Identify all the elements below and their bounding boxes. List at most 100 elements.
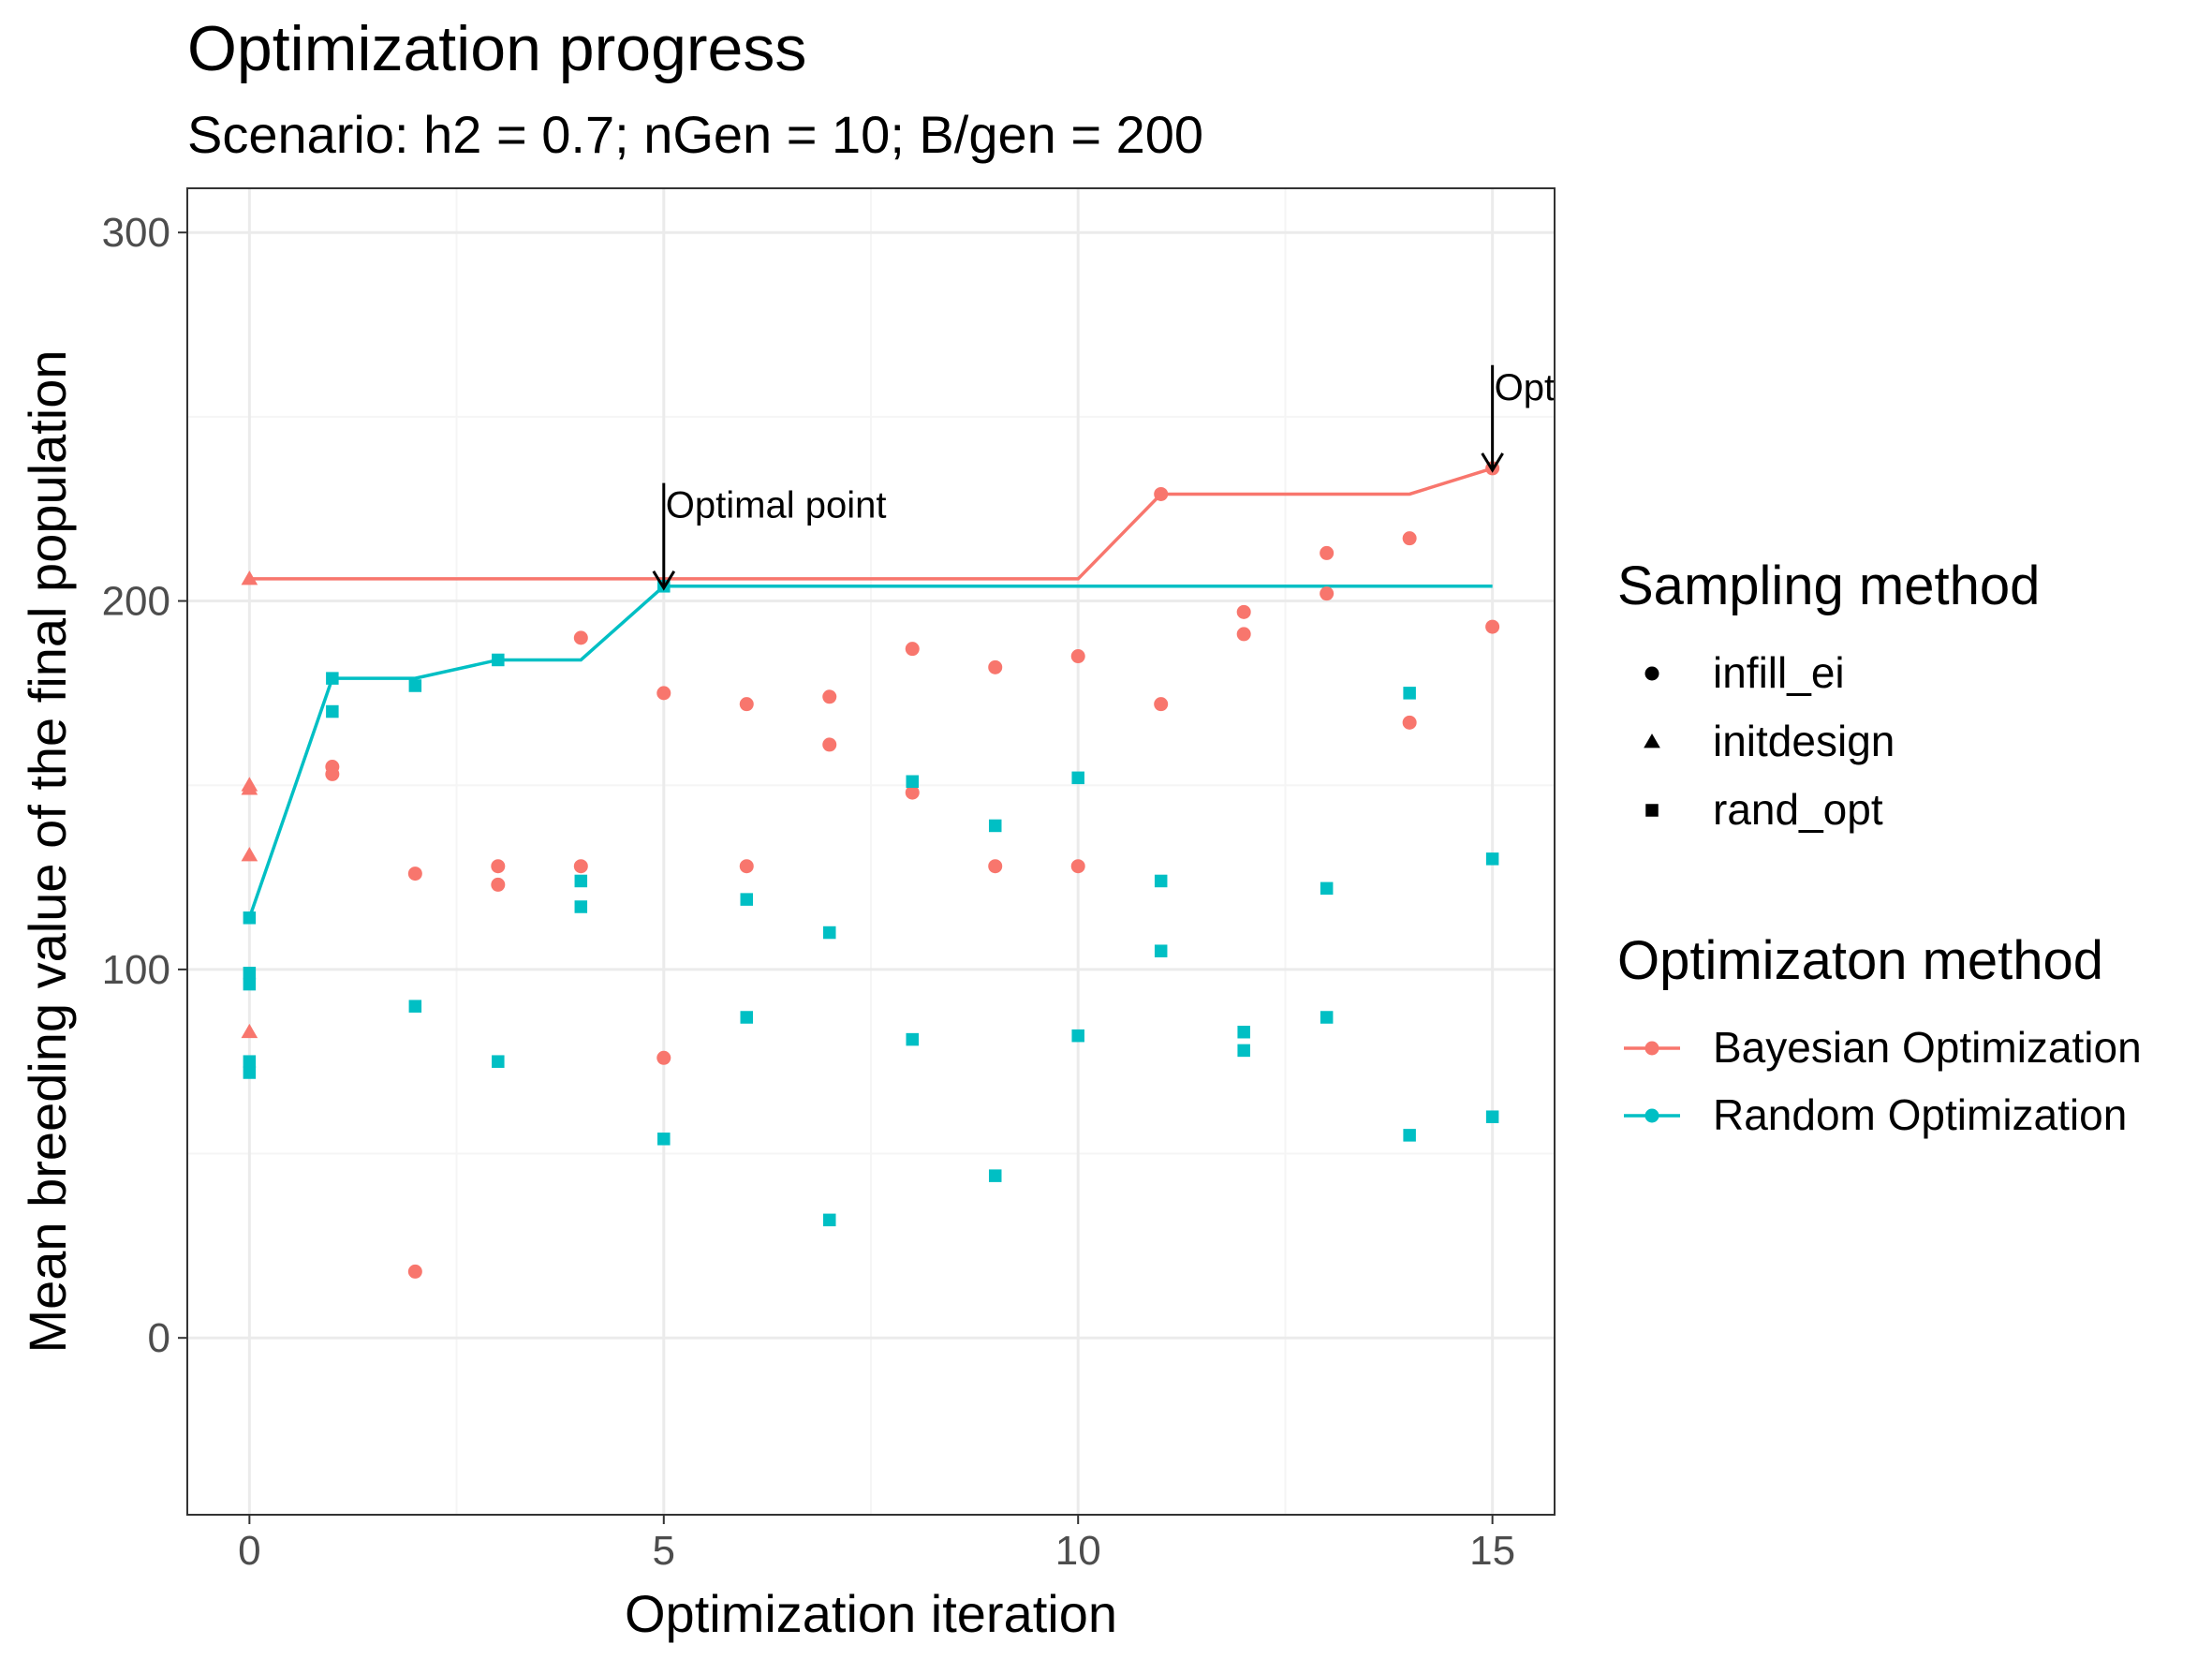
legend-key-point [1644, 1108, 1659, 1123]
y-axis: 0 100 200 300 [102, 210, 187, 1361]
data-point-circle [491, 859, 506, 874]
data-point-circle [739, 697, 754, 712]
data-point-circle [1154, 486, 1169, 501]
annotation-arrowhead [652, 570, 676, 591]
y-tick-label: 100 [102, 947, 170, 993]
data-point-square [1403, 687, 1416, 700]
data-point-square [492, 1055, 505, 1068]
data-point-square [988, 819, 1002, 833]
data-point-square [1154, 944, 1168, 957]
data-point-square [243, 967, 257, 980]
data-point-circle [905, 785, 920, 800]
data-point-circle [1154, 697, 1169, 712]
annotation-label: Opt [1495, 367, 1555, 408]
chart-subtitle: Scenario: h2 = 0.7; nGen = 10; B/gen = 2… [187, 105, 1203, 164]
data-point-square [740, 1011, 754, 1024]
data-point-square [408, 679, 422, 692]
y-tick-label: 300 [102, 210, 170, 256]
data-point-circle [656, 1050, 671, 1065]
legend-key-triangle-icon [1644, 733, 1660, 748]
data-point-circle [822, 737, 837, 752]
data-point-circle [656, 686, 671, 701]
legend-title-optimization: Optimizaton method [1617, 930, 2103, 991]
data-point-circle [1402, 715, 1417, 730]
chart-title: Optimization progress [187, 13, 806, 84]
annotation-label: Optimal point [666, 485, 887, 526]
legend-title-sampling: Sampling method [1617, 555, 2040, 616]
data-point-square [1320, 881, 1334, 896]
data-point-square [1485, 1110, 1499, 1123]
data-point-triangle [241, 1023, 258, 1039]
y-axis-label: Mean breeding value of the final populat… [18, 350, 77, 1354]
data-point-triangle [241, 847, 258, 862]
data-point-square [1237, 1044, 1250, 1058]
data-point-circle [905, 642, 920, 657]
data-point-circle [1320, 545, 1335, 560]
data-point-square [1403, 1129, 1416, 1142]
data-point-circle [739, 859, 754, 874]
data-point-circle [407, 1264, 422, 1279]
data-point-square [740, 893, 754, 906]
data-point-circle [988, 659, 1003, 674]
annotations: Optimal point Opt [652, 364, 1555, 591]
data-point-square [1320, 1011, 1334, 1024]
data-point-square [823, 926, 836, 940]
data-point-circle [407, 867, 422, 881]
legend-item-label: rand_opt [1713, 785, 1883, 834]
x-tick-label: 15 [1469, 1528, 1515, 1574]
data-point-square [906, 1032, 919, 1046]
x-tick-label: 5 [653, 1528, 675, 1574]
legend-key-circle-icon [1644, 666, 1659, 681]
data-point-triangle [241, 780, 258, 795]
data-point-circle [325, 766, 340, 781]
data-point-square [326, 704, 339, 718]
data-point-square [1071, 1029, 1084, 1043]
data-point-square [243, 1055, 257, 1068]
legend-key-point [1644, 1041, 1659, 1056]
data-point-square [1154, 874, 1168, 888]
legend-item-label: Random Optimization [1713, 1090, 2127, 1139]
x-axis-label: Optimization iteration [625, 1584, 1117, 1643]
legend-item-label: Bayesian Optimization [1713, 1023, 2142, 1072]
data-point-circle [1320, 586, 1335, 601]
major-grid [187, 188, 1555, 1515]
data-point-square [1071, 771, 1084, 785]
data-point-circle [822, 689, 837, 704]
data-point-square [243, 1066, 257, 1079]
legend-item-label: infill_ei [1713, 648, 1845, 697]
data-point-circle [573, 630, 588, 645]
data-point-square [326, 672, 339, 685]
data-point-square [1485, 852, 1499, 866]
data-point-square [906, 775, 919, 789]
data-point-circle [1070, 859, 1085, 874]
data-point-triangle [241, 570, 258, 585]
legend: Sampling method infill_ei initdesign rand_o… [1617, 555, 2142, 1139]
data-point-circle [1402, 531, 1417, 546]
y-tick-label: 0 [148, 1315, 170, 1361]
data-point-square [408, 1000, 422, 1013]
x-axis: 0 5 10 15 [238, 1515, 1515, 1574]
data-point-circle [1070, 649, 1085, 664]
data-point-square [574, 874, 588, 888]
legend-item-label: initdesign [1713, 717, 1895, 765]
data-point-circle [491, 877, 506, 892]
data-point-circle [1485, 619, 1500, 634]
data-points [241, 461, 1500, 1279]
data-point-circle [573, 859, 588, 874]
data-point-square [1237, 1025, 1250, 1039]
data-point-square [823, 1213, 836, 1227]
data-point-square [988, 1169, 1002, 1182]
annotation-arrowhead [1481, 452, 1504, 473]
data-point-square [657, 1133, 671, 1146]
x-tick-label: 0 [238, 1528, 260, 1574]
data-point-square [243, 911, 257, 925]
data-point-square [243, 977, 257, 991]
legend-key-square-icon [1645, 804, 1659, 817]
x-tick-label: 10 [1055, 1528, 1101, 1574]
data-point-square [574, 900, 588, 913]
panel-border [186, 187, 1556, 1516]
minor-grid [187, 188, 1555, 1515]
data-point-circle [1236, 604, 1251, 619]
y-tick-label: 200 [102, 579, 170, 625]
data-point-circle [1236, 627, 1251, 642]
